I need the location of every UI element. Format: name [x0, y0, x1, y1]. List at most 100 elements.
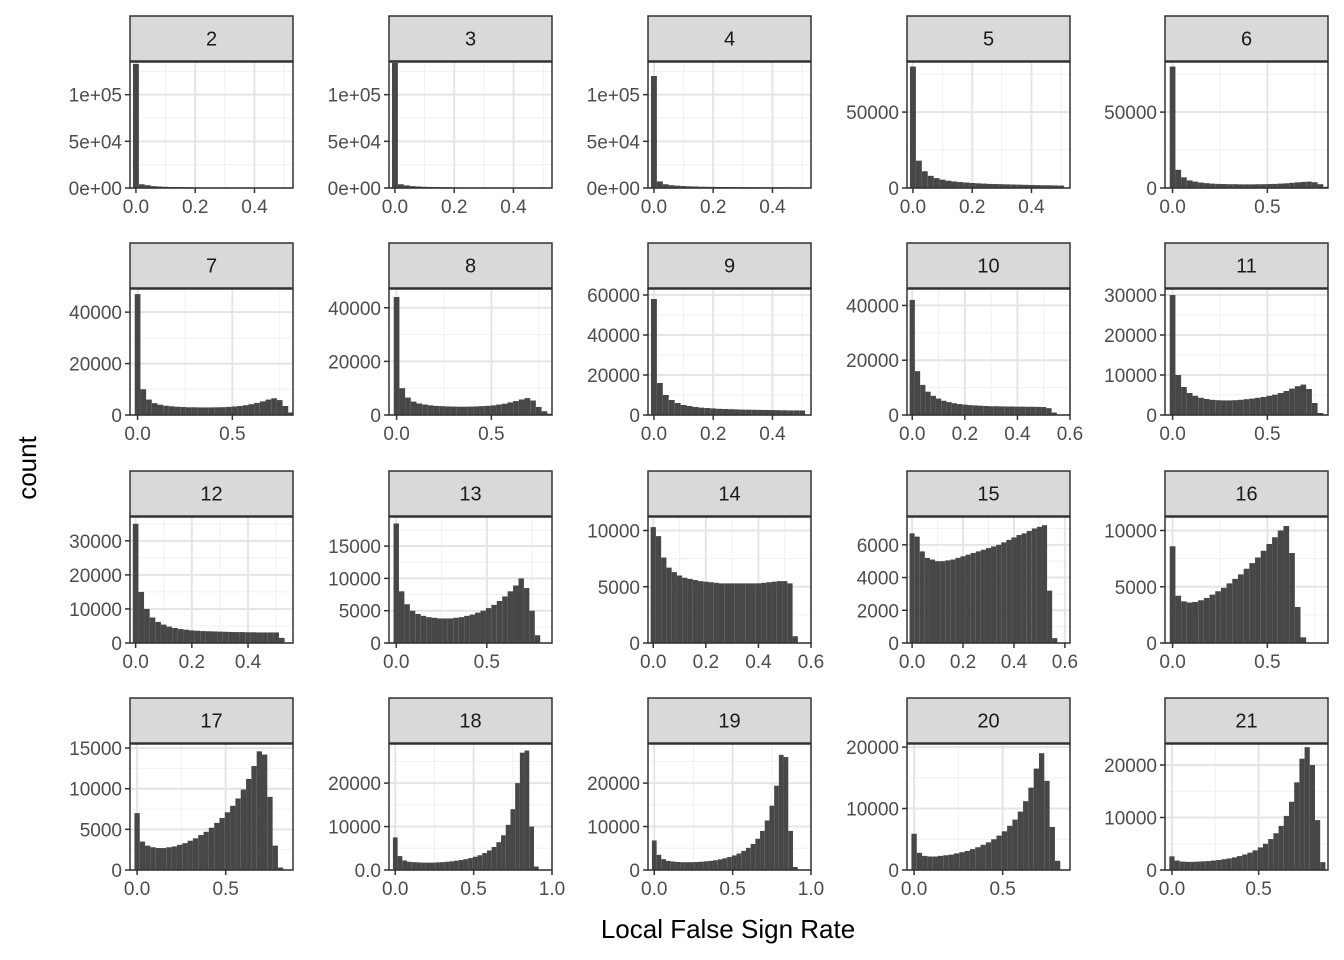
panel-border: [906, 61, 1071, 189]
facet-17: 17 0 5000 10000 15000 0.0 0.5: [69, 697, 294, 900]
histogram-bar: [222, 631, 229, 643]
facet-panels: 2 0e+00 5e+04 1e+05 0.0 0.2 0.4 3 0e+00 5e+04 1e+0…: [69, 15, 1329, 900]
y-tick-label: 0: [111, 406, 122, 427]
histogram-bar: [1046, 408, 1052, 415]
histogram-bar: [1038, 753, 1045, 870]
histogram-bar: [741, 850, 746, 870]
facet-2: 2 0e+00 5e+04 1e+05 0.0 0.2 0.4: [69, 15, 294, 218]
y-tick-label: 0: [1146, 179, 1157, 200]
facet-strip: [129, 15, 294, 62]
histogram-bar: [245, 632, 251, 643]
histogram-bar: [1243, 399, 1250, 415]
histogram-bar: [788, 830, 793, 870]
histogram-bar: [650, 76, 657, 188]
histogram-bar: [927, 856, 933, 870]
histogram-bar: [1017, 811, 1024, 870]
histogram-bar: [1216, 860, 1222, 870]
panel-border: [388, 743, 553, 871]
y-tick-label: 0: [888, 634, 899, 655]
histogram-bar: [919, 551, 925, 643]
histogram-bar: [1220, 400, 1227, 415]
histogram-bar: [980, 844, 986, 870]
histogram-bar: [1249, 184, 1256, 188]
histogram-bar: [1268, 839, 1274, 870]
x-tick-label: 0.0: [382, 197, 408, 218]
y-tick-label: 5000: [1115, 578, 1157, 599]
histogram-bar: [1186, 393, 1193, 415]
facet-strip: [647, 470, 812, 517]
histogram-bar: [259, 401, 266, 415]
histogram-bar: [1020, 406, 1026, 415]
x-tick-label: 0.6: [1052, 652, 1078, 673]
histogram-bar: [491, 846, 497, 870]
histogram-bar: [793, 410, 800, 415]
histogram-bar: [1030, 406, 1036, 415]
histogram-bar: [1215, 183, 1221, 188]
histogram-bar: [1169, 546, 1176, 643]
histogram-bar: [496, 842, 502, 870]
facet-strip-label: 6: [1241, 29, 1252, 51]
panel-background: [907, 289, 1070, 415]
histogram-bar: [692, 407, 699, 415]
y-tick-label: 10000: [328, 569, 381, 590]
histogram-bar: [239, 632, 246, 643]
y-tick-label: 15000: [69, 739, 122, 760]
histogram-bar: [1262, 843, 1269, 870]
histogram-bar: [713, 860, 718, 870]
histogram-bar: [656, 854, 662, 870]
histogram-bar: [724, 583, 730, 643]
histogram-bar: [267, 632, 274, 643]
histogram-bar: [698, 407, 705, 415]
y-tick-label: 40000: [328, 299, 381, 320]
histogram-bar: [393, 297, 400, 415]
histogram-bar: [1169, 66, 1176, 188]
histogram-bar: [410, 401, 417, 415]
y-tick-label: 20000: [1104, 326, 1157, 347]
facet-4: 4 0e+00 5e+04 1e+05 0.0 0.2 0.4: [587, 15, 812, 218]
histogram-bar: [965, 554, 971, 643]
y-tick-label: 60000: [587, 286, 640, 307]
histogram-bar: [1272, 183, 1278, 188]
histogram-bar: [439, 862, 445, 870]
histogram-bar: [703, 861, 709, 870]
histogram-bar: [751, 409, 758, 415]
histogram-bar: [1175, 375, 1182, 415]
histogram-bar: [1249, 398, 1256, 415]
histogram-bar: [781, 410, 788, 415]
histogram-bar: [674, 403, 681, 415]
histogram-bar: [453, 617, 459, 643]
histogram-bar: [1184, 861, 1191, 870]
histogram-bar: [1288, 801, 1295, 870]
histogram-bar: [461, 406, 468, 415]
histogram-bar: [776, 581, 783, 643]
histogram-bar: [409, 610, 416, 643]
histogram-bar: [1294, 182, 1301, 188]
histogram-bar: [1232, 578, 1238, 643]
histogram-bar: [1277, 183, 1284, 188]
histogram-bar: [535, 406, 542, 415]
facet-strip: [129, 242, 294, 289]
histogram-bar: [959, 852, 965, 870]
y-tick-label: 5000: [598, 578, 640, 599]
x-tick-label: 0.0: [1159, 879, 1185, 900]
histogram-bar: [192, 838, 199, 870]
histogram-bar: [1198, 397, 1204, 415]
x-tick-label: 0.2: [441, 197, 467, 218]
histogram-bar: [422, 404, 428, 415]
facet-8: 8 0 20000 40000 0.0 0.5: [328, 242, 553, 445]
y-tick-label: 1e+05: [328, 86, 381, 107]
histogram-bar: [1294, 386, 1301, 415]
x-tick-label: 0.0: [640, 652, 666, 673]
histogram-bar: [235, 798, 241, 870]
histogram-bar: [1260, 184, 1267, 188]
histogram-bar: [775, 410, 782, 415]
histogram-bar: [975, 183, 982, 188]
histogram-bar: [972, 405, 978, 415]
histogram-bar: [214, 822, 220, 870]
facet-7: 7 0 20000 40000 0.0 0.5: [69, 242, 294, 445]
histogram-bar: [1260, 397, 1267, 415]
histogram-bar: [1026, 530, 1032, 643]
facet-19: 19 0 10000 20000 0.0 0.5 1.0: [587, 697, 824, 900]
histogram-bar: [708, 860, 714, 870]
histogram-bar: [134, 813, 140, 870]
